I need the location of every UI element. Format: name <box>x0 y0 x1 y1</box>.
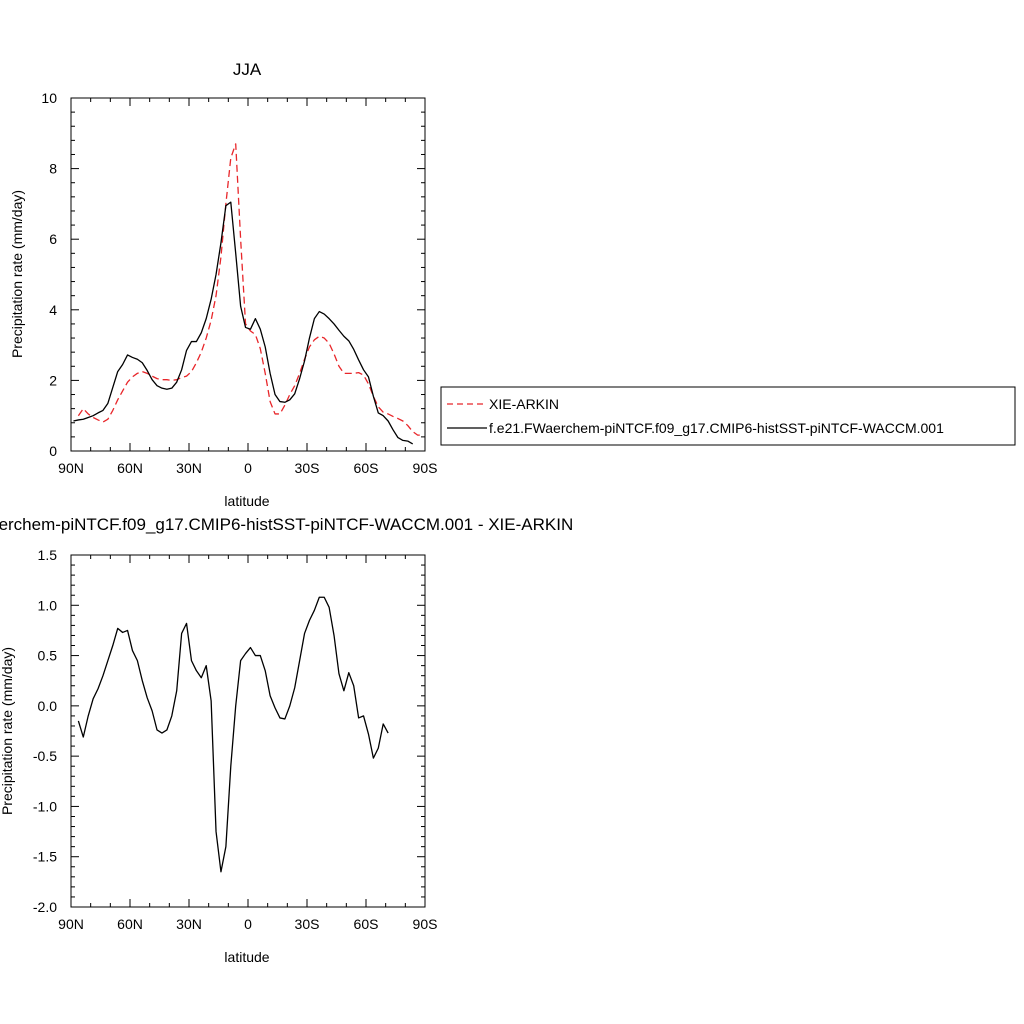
top-y-axis-label: Precipitation rate (mm/day) <box>9 190 25 358</box>
series-line-1-0 <box>77 596 389 873</box>
series-line-0-0 <box>77 143 423 436</box>
y-tick-label: 0.5 <box>38 648 58 664</box>
y-tick-label: 4 <box>49 302 57 318</box>
y-tick-label: -1.0 <box>33 798 57 814</box>
x-tick-label: 90N <box>58 460 84 476</box>
bottom-plot-frame <box>70 554 426 908</box>
y-tick-label: -2.0 <box>33 899 57 915</box>
y-tick-label: -0.5 <box>33 748 57 764</box>
x-tick-label: 60N <box>117 916 143 932</box>
x-tick-label: 90S <box>413 916 438 932</box>
top-x-axis-label: latitude <box>224 493 269 509</box>
y-tick-label: 1.5 <box>38 547 58 563</box>
x-tick-label: 30S <box>295 916 320 932</box>
top-axis-ticks: 90N 60N 30N 0 30S 60S 90S 0 2 4 6 8 10 <box>41 90 437 476</box>
bottom-chart-title: f.e21.FWaerchem-piNTCF.f09_g17.CMIP6-his… <box>0 515 573 534</box>
y-tick-label: 6 <box>49 231 57 247</box>
y-tick-label: 8 <box>49 161 57 177</box>
bottom-y-axis-label: Precipitation rate (mm/day) <box>0 647 15 815</box>
x-tick-label: 90S <box>413 460 438 476</box>
top-chart-title: JJA <box>233 60 262 79</box>
top-series-group <box>73 143 423 445</box>
y-tick-label: 2 <box>49 372 57 388</box>
bottom-panel: f.e21.FWaerchem-piNTCF.f09_g17.CMIP6-his… <box>0 515 573 965</box>
x-tick-label: 30N <box>176 916 202 932</box>
x-tick-label: 60S <box>354 916 379 932</box>
bottom-axis-ticks: 90N 60N 30N 0 30S 60S 90S -2.0 -1.5 -1.0 -0.5 0.0 0.… <box>33 547 438 932</box>
x-tick-label: 60N <box>117 460 143 476</box>
x-tick-label: 90N <box>58 916 84 932</box>
bottom-x-axis-label: latitude <box>224 949 269 965</box>
x-tick-label: 0 <box>244 916 252 932</box>
y-tick-label: 0.0 <box>38 698 58 714</box>
bottom-series-group <box>77 596 389 873</box>
x-tick-label: 0 <box>244 460 252 476</box>
x-tick-label: 30S <box>295 460 320 476</box>
legend-label-xie-arkin: XIE-ARKIN <box>489 396 559 412</box>
series-line-0-1 <box>73 201 414 445</box>
x-tick-label: 60S <box>354 460 379 476</box>
legend-box <box>440 386 1016 446</box>
legend-label-model: f.e21.FWaerchem-piNTCF.f09_g17.CMIP6-his… <box>489 420 944 436</box>
y-tick-label: 1.0 <box>38 597 58 613</box>
top-plot-frame <box>70 97 426 452</box>
x-tick-label: 30N <box>176 460 202 476</box>
y-tick-label: 0 <box>49 443 57 459</box>
legend: XIE-ARKIN f.e21.FWaerchem-piNTCF.f09_g17… <box>440 386 1016 446</box>
y-tick-label: 10 <box>41 90 57 106</box>
y-tick-label: -1.5 <box>33 849 57 865</box>
